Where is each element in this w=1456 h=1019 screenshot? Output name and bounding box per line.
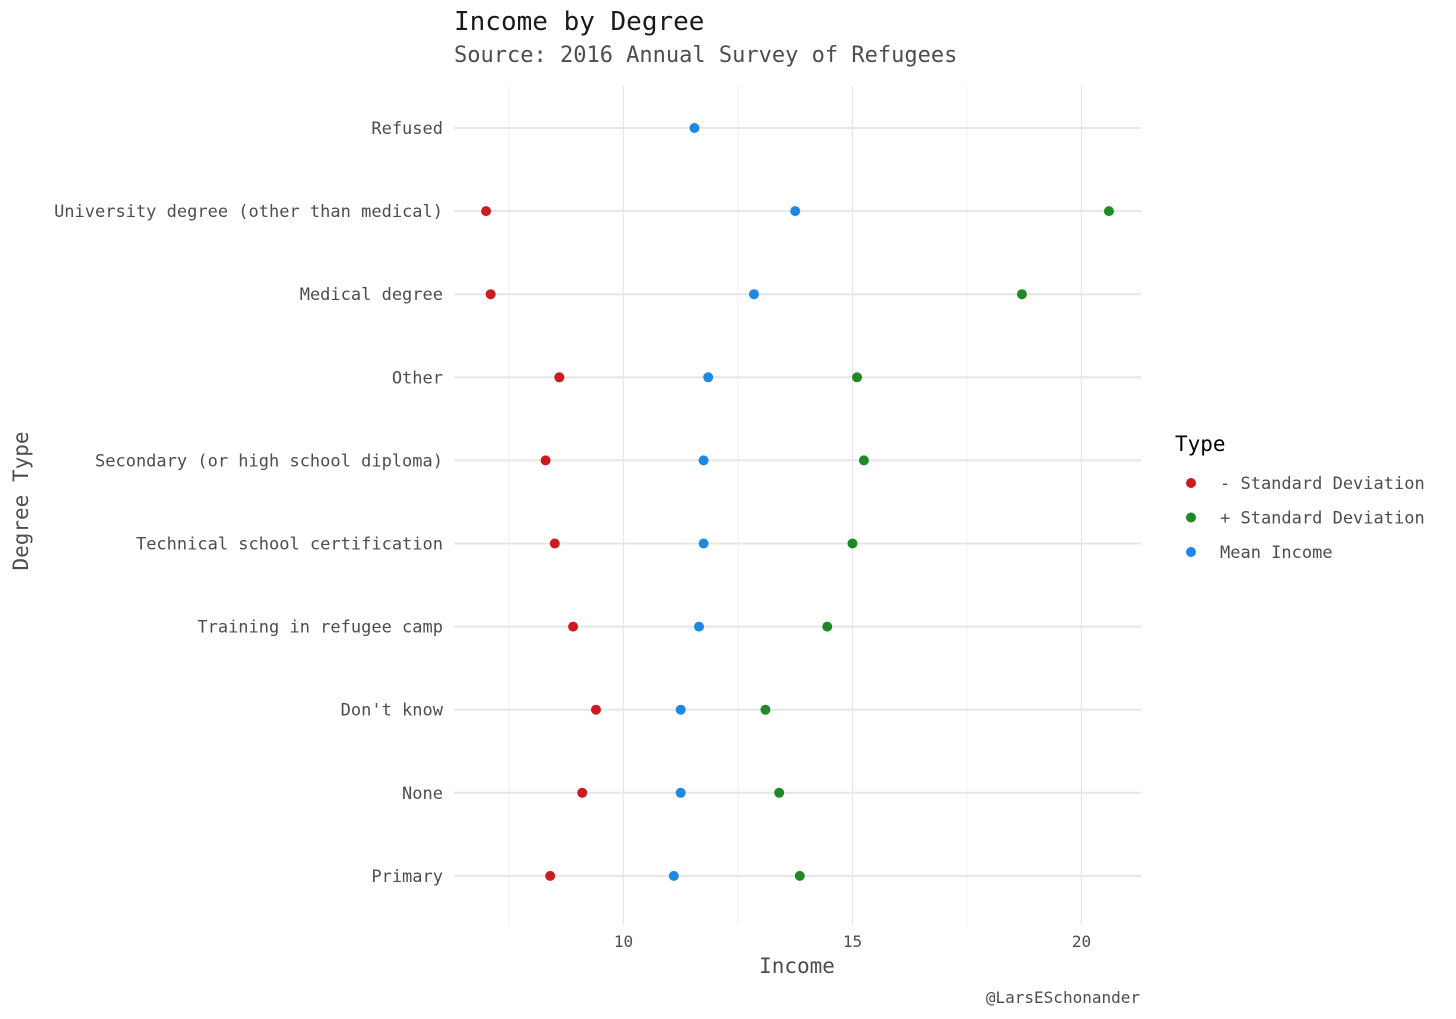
x-tick-labels: 10 15 20 xyxy=(614,932,1091,951)
legend-label-1: + Standard Deviation xyxy=(1220,509,1425,529)
legend: Type - Standard Deviation + Standard Devi… xyxy=(1175,432,1425,563)
y-axis-title: Degree Type xyxy=(9,431,33,570)
y-tick-label-0: Refused xyxy=(371,119,443,139)
x-axis-title: Income xyxy=(759,954,835,978)
point-s1-4 xyxy=(858,455,869,466)
grid xyxy=(508,86,1083,925)
point-s2-2 xyxy=(748,289,759,300)
point-s0-3 xyxy=(554,372,565,383)
chart-subtitle: Source: 2016 Annual Survey of Refugees xyxy=(454,43,957,68)
point-s1-5 xyxy=(847,538,858,549)
point-s2-8 xyxy=(675,787,686,798)
x-tick-label-2: 20 xyxy=(1072,932,1091,951)
chart-caption: @LarsESchonander xyxy=(986,988,1140,1007)
point-s1-6 xyxy=(822,621,833,632)
y-tick-label-9: Primary xyxy=(371,867,443,887)
legend-key-1 xyxy=(1186,512,1196,523)
point-s2-6 xyxy=(694,621,705,632)
x-tick-label-0: 10 xyxy=(614,932,633,951)
point-s1-9 xyxy=(794,870,805,881)
point-s0-1 xyxy=(481,206,492,217)
category-lines xyxy=(454,127,1141,877)
y-tick-label-3: Other xyxy=(392,368,443,388)
point-s0-8 xyxy=(577,787,588,798)
y-tick-label-4: Secondary (or high school diploma) xyxy=(95,451,443,471)
legend-label-0: - Standard Deviation xyxy=(1220,474,1425,494)
point-s0-7 xyxy=(590,704,601,715)
point-s1-1 xyxy=(1103,206,1114,217)
y-tick-label-2: Medical degree xyxy=(300,285,443,305)
y-tick-label-5: Technical school certification xyxy=(136,535,443,555)
legend-key-0 xyxy=(1186,478,1196,488)
point-s0-5 xyxy=(549,538,560,549)
point-s0-6 xyxy=(568,621,579,632)
point-s1-3 xyxy=(852,372,863,383)
legend-key-2 xyxy=(1186,547,1196,557)
point-s0-2 xyxy=(485,289,496,300)
point-s1-7 xyxy=(760,704,771,715)
point-s2-0 xyxy=(689,123,700,133)
point-s1-2 xyxy=(1016,289,1027,300)
legend-label-2: Mean Income xyxy=(1220,543,1333,563)
point-s0-4 xyxy=(540,455,551,466)
data-points xyxy=(481,123,1114,881)
x-tick-label-1: 15 xyxy=(843,932,862,951)
y-tick-labels: Refused University degree (other than med… xyxy=(54,119,444,887)
point-s0-9 xyxy=(545,870,556,881)
point-s2-7 xyxy=(675,704,686,715)
chart-title: Income by Degree xyxy=(454,7,704,37)
point-s1-8 xyxy=(774,787,785,798)
y-tick-label-6: Training in refugee camp xyxy=(197,618,443,638)
y-tick-label-1: University degree (other than medical) xyxy=(54,202,443,222)
point-s2-5 xyxy=(698,538,709,549)
point-s2-3 xyxy=(703,372,714,383)
point-s2-1 xyxy=(790,206,801,217)
y-tick-label-7: Don't know xyxy=(341,701,444,721)
point-s2-9 xyxy=(668,870,679,881)
y-tick-label-8: None xyxy=(402,784,443,804)
legend-title: Type xyxy=(1175,432,1226,456)
point-s2-4 xyxy=(698,455,709,466)
